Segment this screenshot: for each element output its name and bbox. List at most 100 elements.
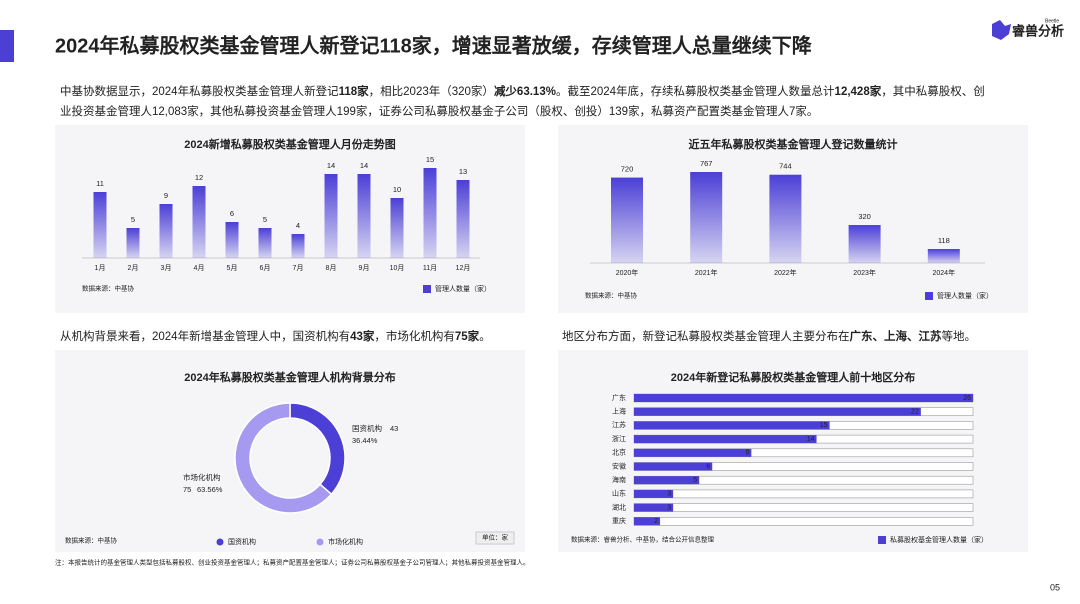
x-tick-label: 2024年 [933,268,956,277]
x-tick-label: 2022年 [774,268,797,277]
text-run: 业投资基金管理人12,083家，其他私募投资基金管理人199家，证券公司私募股权… [60,104,818,118]
value-label: 12 [195,173,203,182]
x-tick-label: 3月 [161,264,172,272]
page-number: 05 [1050,582,1060,592]
chart-title: 2024年新登记私募股权类基金管理人前十地区分布 [671,370,915,384]
bar [225,222,239,258]
bar-track [633,503,974,512]
x-tick-label: 9月 [359,264,370,272]
legend-label: 私募股权基金管理人数量（家） [890,535,988,544]
slice-value: 43 [390,424,398,433]
unit-box [475,531,515,545]
text-run: ，相比2023年（320家） [369,84,494,98]
slice-label: 市场化机构 [183,472,221,482]
source: 数据来源：中基协 [65,536,118,545]
bar [634,394,973,402]
x-tick-label: 10月 [390,264,405,272]
source: 数据来源：中基协 [585,291,638,300]
chart-title: 2024年私募股权类基金管理人机构背景分布 [184,370,395,384]
text-run: 。截至2024年底，存续私募股权类基金管理人数量总计 [556,84,835,98]
x-tick-label: 2021年 [695,268,718,277]
x-tick-label: 7月 [293,264,304,272]
paragraph: 中基协数据显示，2024年私募股权类基金管理人新登记118家，相比2023年（3… [60,84,985,98]
bar [291,234,305,258]
text-run: 中基协数据显示，2024年私募股权类基金管理人新登记 [60,84,339,98]
brand-icon [992,20,1011,40]
x-tick-label: 2020年 [616,268,639,277]
bar [192,186,206,258]
bar [634,435,817,444]
text-run: 43家 [350,329,375,343]
y-tick-label: 湖北 [612,502,626,511]
text-run: 12,428家 [835,84,882,98]
value-label: 9 [164,191,168,200]
value-label: 744 [779,162,792,171]
bar [611,177,643,263]
bar [634,476,700,485]
bar [690,172,723,263]
legend-swatch [925,292,933,300]
value-label: 320 [858,212,871,221]
bar [390,198,404,258]
y-tick-label: 浙江 [612,434,626,443]
donut-slice [234,402,333,514]
chart-title: 2024新增私募股权类基金管理人月份走势图 [184,137,395,151]
bar [456,180,470,258]
bar [357,174,371,258]
text-run: 广东、上海、江苏 [850,329,942,343]
text-run: 118家 [339,84,370,98]
value-label: 3 [667,491,671,498]
legend-swatch [423,285,431,293]
x-tick-label: 11月 [423,264,437,272]
legend-label: 管理人数量（家） [435,284,491,293]
slice-value: 75 [183,485,191,494]
footnote: 注：本报告统计的基金管理人类型包括私募股权、创业投资基金管理人；私募资产配置基金… [55,558,530,567]
paragraph: 地区分布方面，新登记私募股权类基金管理人主要分布在广东、上海、江苏等地。 [562,329,976,343]
bar [848,225,881,263]
legend-label: 管理人数量（家） [937,291,993,300]
bar [634,462,713,471]
y-tick-label: 上海 [612,407,626,416]
text-run: 。 [479,331,491,343]
value-label: 6 [230,209,234,218]
x-tick-label: 2月 [128,264,139,272]
bar-track [633,489,974,499]
slice-share: 36.44% [352,436,378,445]
value-label: 5 [693,477,697,484]
value-label: 5 [263,215,267,224]
x-tick-label: 12月 [456,264,471,272]
source: 数据来源：睿兽分析、中基协，结合公开信息整理 [571,535,715,544]
value-label: 720 [621,165,634,174]
bar [769,174,802,263]
y-tick-label: 安徽 [612,461,626,470]
x-tick-label: 6月 [260,264,271,272]
value-label: 118 [938,236,950,245]
y-tick-label: 山东 [612,489,626,498]
accent-bar [0,30,14,62]
text-run: 地区分布方面，新登记私募股权类基金管理人主要分布在 [562,329,850,343]
y-tick-label: 海南 [612,475,626,484]
text-run: 从机构背景来看，2024年新增基金管理人中，国资机构有 [60,329,350,343]
text-run: ，市场化机构有 [374,329,455,343]
bar [159,204,173,258]
legend-swatch [878,536,886,544]
unit: 单位：家 [482,533,509,542]
bar [634,448,752,457]
bar [126,228,140,258]
legend-swatch [316,538,324,546]
y-tick-label: 广东 [612,393,626,402]
value-label: 9 [745,450,749,457]
panel [55,125,525,313]
y-tick-label: 重庆 [612,516,626,525]
value-label: 767 [700,159,713,168]
bar [634,503,674,512]
bar [634,517,661,526]
page-title: 2024年私募股权类基金管理人新登记118家，增速显著放缓，存续管理人总量继续下… [55,33,813,57]
value-label: 4 [296,221,300,230]
x-tick-label: 2023年 [853,268,876,277]
value-label: 14 [360,161,368,170]
bar [927,249,960,263]
paragraph: 业投资基金管理人12,083家，其他私募投资基金管理人199家，证券公司私募股权… [60,104,818,118]
bar [93,192,107,258]
